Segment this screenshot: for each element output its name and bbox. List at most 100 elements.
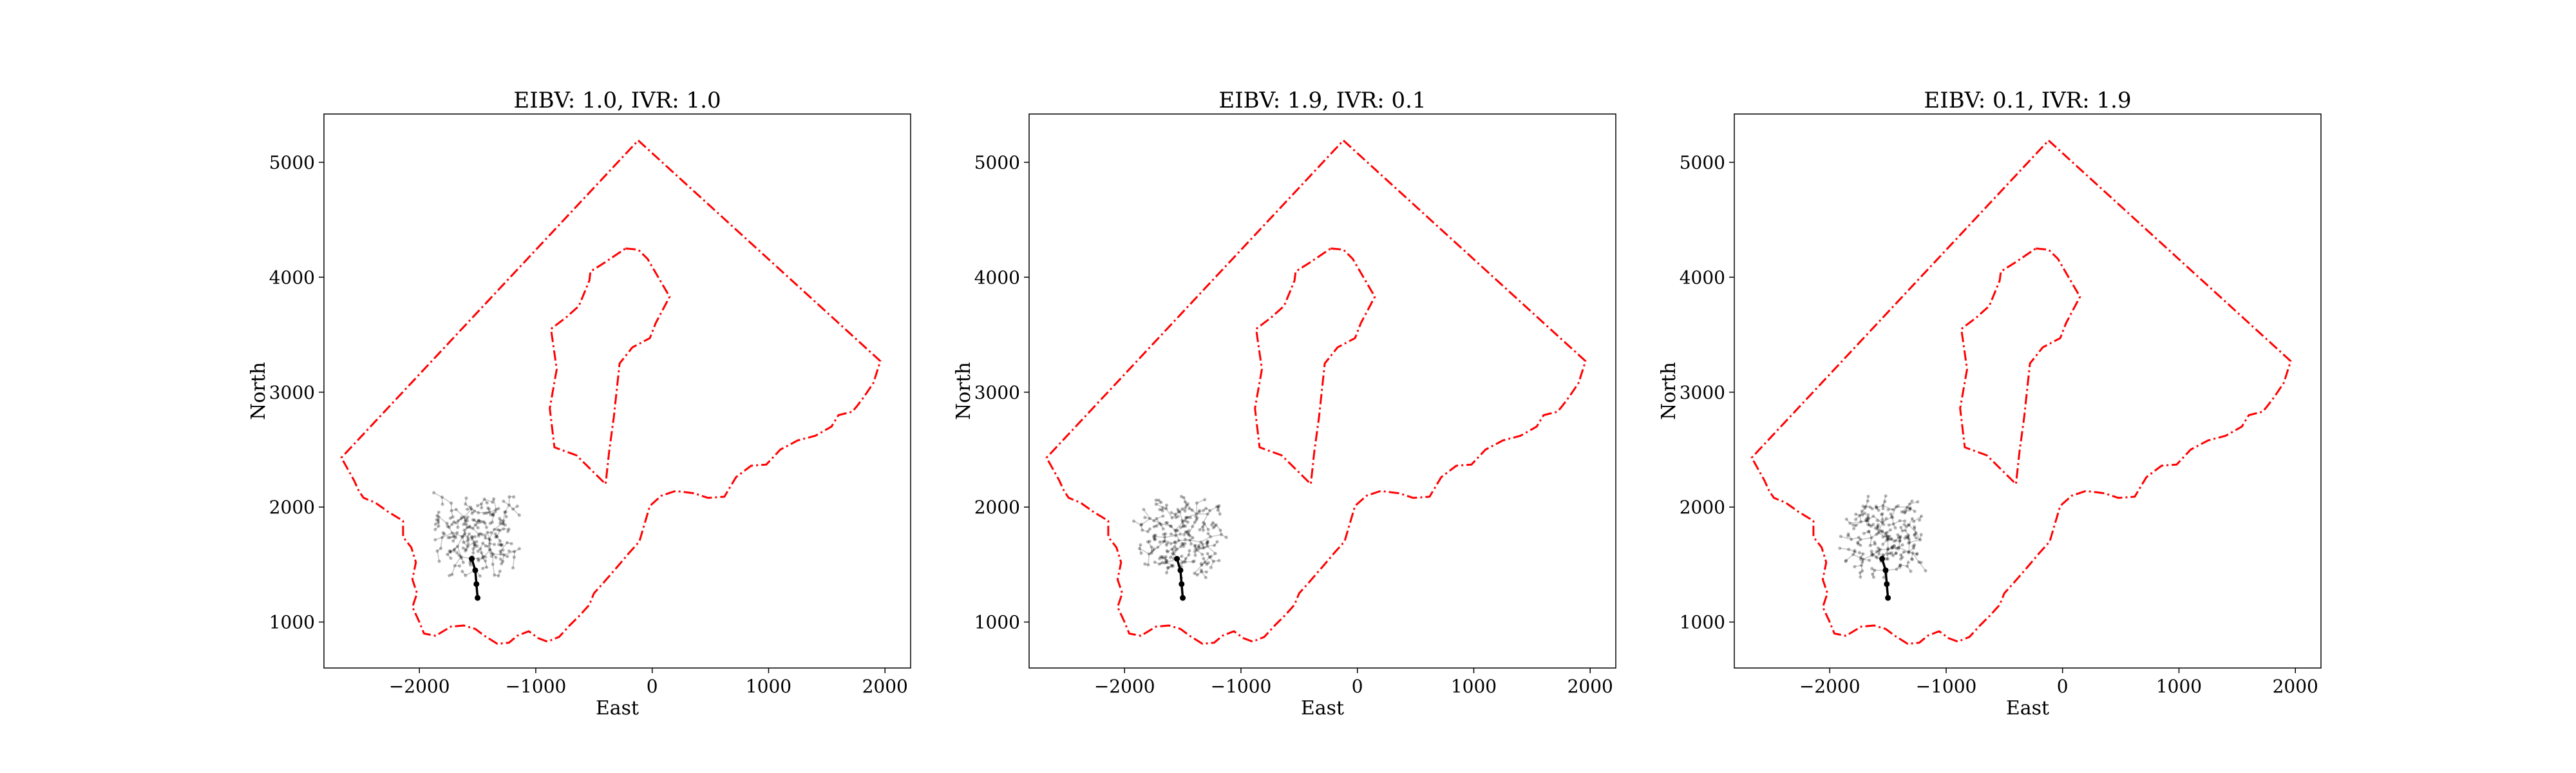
tree-edge — [1189, 539, 1201, 543]
tree-edge — [463, 520, 466, 525]
tree-node — [1173, 549, 1177, 553]
tree-node — [1913, 526, 1917, 531]
operational-area-boundary — [1750, 139, 2292, 645]
plot-area — [1750, 139, 2292, 645]
tree-edge — [495, 533, 498, 537]
tree-node — [1170, 564, 1173, 568]
tree-edge — [1871, 574, 1875, 578]
tree-node — [1853, 550, 1857, 554]
tree-node — [515, 504, 519, 508]
tree-edge — [1211, 522, 1214, 526]
tree-node — [1170, 547, 1174, 551]
tree-node — [466, 542, 470, 546]
tree-node — [454, 521, 458, 525]
tree-edge — [1171, 549, 1175, 555]
tree-node — [466, 507, 469, 511]
tree-edge — [486, 545, 489, 547]
tree-node — [462, 540, 466, 544]
tree-edge — [473, 519, 478, 523]
tree-node — [1159, 555, 1163, 558]
tree-edge — [483, 521, 486, 524]
tree-edge — [1155, 502, 1162, 505]
y-axis-label: North — [247, 362, 270, 420]
tree-node — [1182, 495, 1186, 500]
tree-node — [447, 525, 451, 530]
tree-node — [1183, 542, 1187, 546]
tree-edge — [438, 516, 448, 524]
tree-edge — [1897, 534, 1901, 537]
tree-node — [477, 532, 481, 536]
tree-edge — [1183, 531, 1186, 535]
tree-node — [1183, 560, 1187, 564]
tree-node — [1169, 542, 1173, 546]
tree-node — [451, 535, 455, 539]
tree-node — [1205, 562, 1209, 566]
tree-edge — [500, 558, 504, 562]
tree-node — [494, 508, 498, 511]
tree-node — [446, 553, 450, 557]
tree-node — [506, 555, 509, 558]
x-tick-label: 2000 — [862, 676, 908, 697]
tree-node — [1846, 548, 1851, 551]
tree-node — [1882, 575, 1886, 580]
tree-node — [482, 511, 486, 515]
tree-edge — [500, 551, 502, 555]
tree-edge — [463, 542, 468, 548]
tree-node — [1873, 540, 1877, 544]
tree-node — [1852, 527, 1856, 531]
tree-node — [1846, 532, 1850, 536]
tree-edge — [1177, 509, 1180, 512]
tree-edge — [1156, 518, 1160, 524]
tree-node — [1911, 557, 1915, 562]
tree-edge — [1166, 562, 1173, 566]
tree-edge — [1182, 508, 1186, 511]
tree-edge — [467, 541, 475, 548]
tree-node — [431, 491, 436, 495]
tree-edge — [1852, 551, 1856, 555]
tree-node — [456, 519, 460, 522]
tree-edge — [484, 522, 488, 528]
tree-edge — [1869, 524, 1871, 527]
tree-node — [476, 557, 480, 561]
tree-node — [1153, 533, 1158, 537]
tree-edge — [1853, 554, 1864, 560]
tree-node — [1877, 552, 1881, 556]
tree-edge — [1877, 520, 1883, 523]
tree-edge — [1854, 564, 1862, 568]
tree-edge — [1209, 553, 1216, 558]
tree-edge — [513, 506, 518, 510]
tree-edge — [480, 548, 484, 558]
tree-node — [1915, 552, 1919, 557]
tree-node — [488, 548, 491, 551]
tree-node — [1206, 539, 1209, 544]
tree-edge — [1860, 553, 1864, 558]
tree-node — [1886, 508, 1890, 511]
tree-node — [448, 573, 451, 578]
tree-node — [1859, 555, 1863, 559]
tree-node — [1142, 508, 1146, 511]
tree-edge — [1918, 515, 1922, 520]
tree-node — [468, 505, 473, 509]
tree-node — [497, 506, 500, 511]
tree-node — [1868, 523, 1871, 527]
tree-node — [1892, 544, 1896, 548]
tree-edge — [1187, 533, 1189, 535]
tree-node — [1850, 537, 1853, 541]
tree-edge — [1908, 535, 1910, 543]
tree-edge — [1167, 548, 1173, 553]
tree-node — [1205, 544, 1209, 548]
tree-node — [1888, 528, 1893, 532]
tree-edge — [1902, 530, 1906, 531]
tree-node — [1894, 551, 1898, 555]
tree-node — [1141, 528, 1144, 532]
tree-node — [1165, 520, 1170, 525]
tree-node — [452, 549, 456, 553]
tree-node — [1178, 510, 1182, 514]
selected-path — [1879, 555, 1891, 601]
tree-node — [483, 559, 488, 563]
tree-node — [1899, 535, 1902, 539]
tree-node — [1848, 521, 1852, 525]
tree-edge — [1879, 549, 1881, 551]
tree-node — [1143, 515, 1147, 519]
